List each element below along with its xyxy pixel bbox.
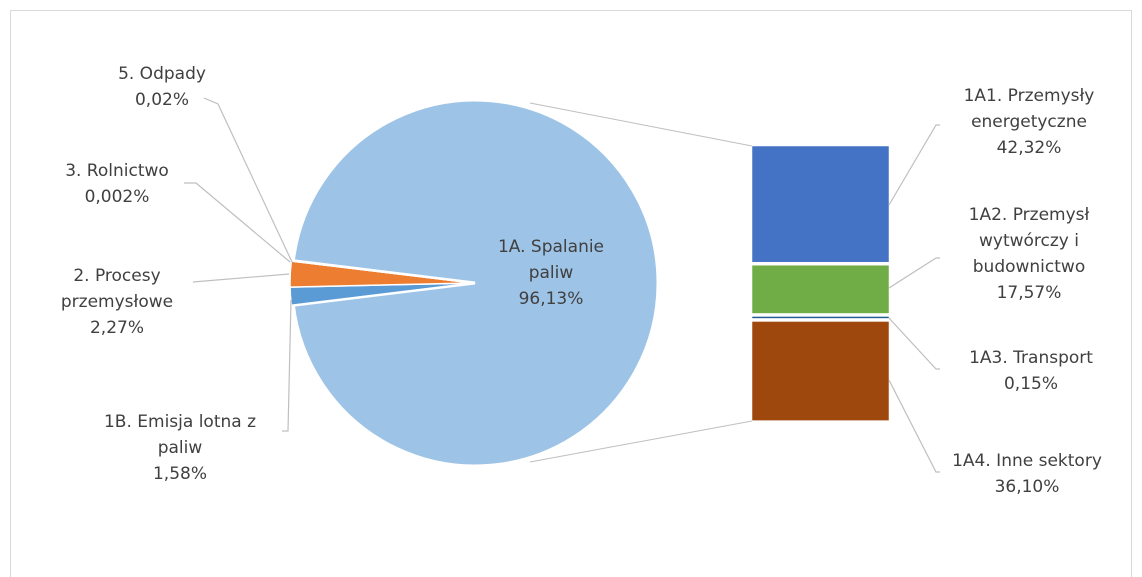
bar-segment-1a1-przemysly-energetyczne (751, 145, 890, 263)
data-label-2-procesy-przemyslowe: 2. Procesy przemysłowe 2,27% (61, 266, 173, 338)
bar-segment-1a3-transport (751, 316, 890, 319)
data-labels: 1A. Spalanie paliw 96,13% 1B. Emisja lotna … (61, 64, 1102, 497)
bar-segment-1a4-inne-sektory (751, 321, 890, 421)
data-label-5-odpady: 5. Odpady 0,02% (118, 64, 206, 110)
data-label-1a4-inne-sektory: 1A4. Inne sektory 36,10% (952, 451, 1102, 497)
leader-line-1a3-transport (888, 317, 940, 370)
data-label-1a2-przemysl-wytworczy-i-budownictwo: 1A2. Przemysł wytwórczy i budownictwo 17,57… (969, 205, 1090, 303)
leader-line-1b-emisja-lotna-z-paliw (282, 299, 292, 432)
data-label-1a1-przemysly-energetyczne: 1A1. Przemysły energetyczne 42,32% (964, 86, 1095, 158)
data-label-3-rolnictwo: 3. Rolnictwo 0,002% (65, 161, 169, 207)
leader-line-5-odpady (203, 97, 293, 263)
stacked-bar (751, 145, 890, 421)
chart-frame (10, 10, 1132, 577)
leader-lines (184, 97, 940, 473)
leader-line-1a4-inne-sektory (888, 379, 940, 473)
pie (289, 98, 660, 468)
pie-slice-1a-spalanie-paliw (291, 98, 660, 468)
pie-to-bar-connectors (529, 102, 753, 463)
data-label-1a-spalanie-paliw: 1A. Spalanie paliw 96,13% (498, 237, 604, 309)
leader-line-1a1-przemysly-energetyczne (888, 124, 940, 206)
leader-line-3-rolnictwo (184, 182, 291, 263)
bar-segment-1a2-przemysl-wytworczy-i-budownictwo (751, 264, 890, 314)
connector-bottom (529, 420, 753, 463)
leader-line-2-procesy-przemyslowe (192, 273, 290, 283)
connector-top (529, 102, 753, 147)
leader-line-1a2-przemysl-wytworczy-i-budownictwo (888, 257, 940, 289)
data-label-1b-emisja-lotna-z-paliw: 1B. Emisja lotna z paliw 1,58% (104, 412, 256, 484)
data-label-1a3-transport: 1A3. Transport 0,15% (969, 348, 1093, 394)
